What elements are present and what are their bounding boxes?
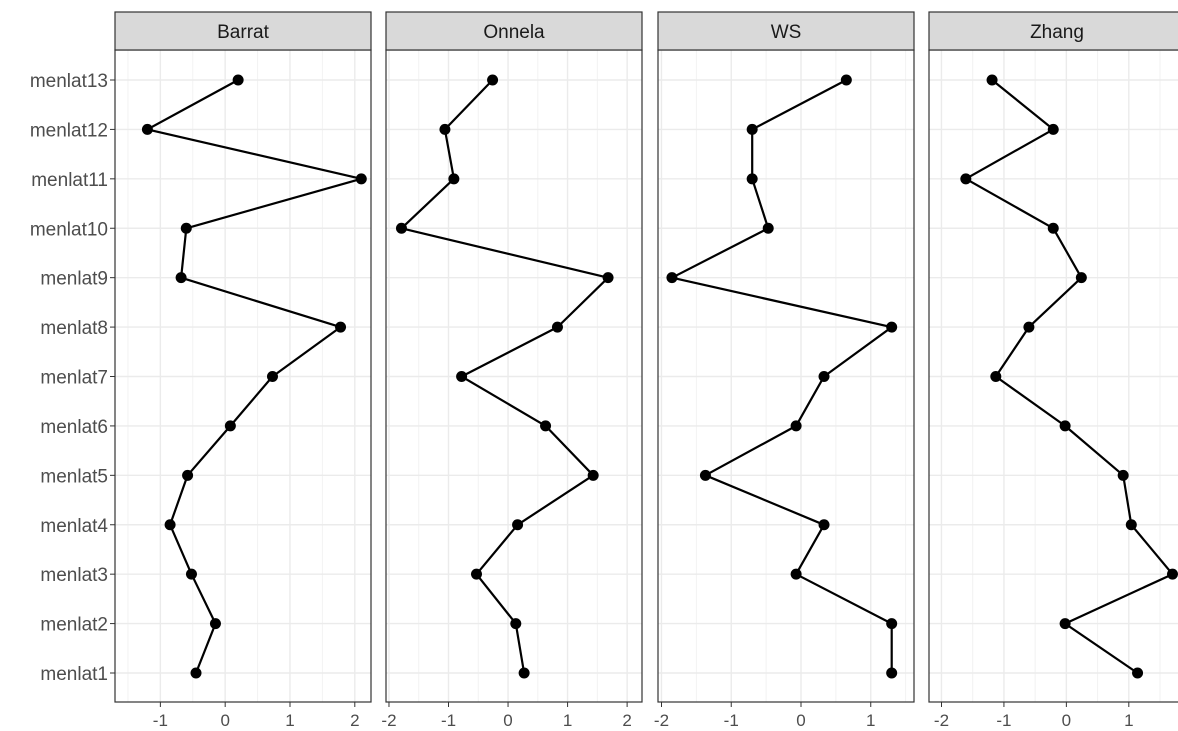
data-point [141, 123, 153, 135]
facet-panels: -1012Barrat-2-1012Onnela-2-101WS-2-1012Z… [114, 11, 1178, 730]
y-tick-label: menlat9 [40, 269, 108, 290]
data-point [818, 371, 830, 382]
y-tick-label: menlat12 [30, 120, 108, 141]
data-point [746, 173, 758, 185]
x-tick-label: 2 [350, 711, 359, 730]
data-point [886, 321, 898, 333]
data-point [986, 74, 998, 86]
data-point [1023, 321, 1035, 333]
facet-panel-barrat: -1 0 1 2 Barrat [114, 11, 372, 730]
data-point [540, 420, 552, 432]
data-point [1132, 667, 1144, 679]
x-tick-label: -2 [934, 711, 949, 730]
x-tick-label: -1 [441, 711, 456, 730]
data-point [175, 272, 187, 284]
data-point [1167, 568, 1178, 580]
x-tick-label: -1 [153, 711, 168, 730]
data-point [1047, 222, 1059, 234]
facet-strip-label: Zhang [1030, 22, 1084, 43]
facet-panel-onnela: -2 -1 0 1 2 Onnela [381, 11, 643, 730]
data-point [886, 667, 898, 679]
data-point [518, 667, 530, 679]
data-point [448, 173, 460, 185]
x-tick-label: 1 [1124, 711, 1133, 730]
x-tick-label: -1 [996, 711, 1011, 730]
x-tick-label: 0 [503, 711, 512, 730]
x-tick-label: -1 [724, 711, 739, 730]
y-tick-label: menlat1 [40, 664, 108, 685]
data-point [587, 469, 599, 481]
y-tick-label: menlat3 [40, 565, 108, 586]
data-point [180, 222, 192, 234]
x-tick-label: 0 [796, 711, 805, 730]
data-point [512, 519, 524, 531]
data-point [818, 519, 830, 531]
x-tick-label: 1 [563, 711, 572, 730]
x-tick-label: 0 [1062, 711, 1071, 730]
data-point [886, 618, 898, 630]
y-tick-label: menlat11 [31, 170, 108, 191]
data-point [224, 420, 236, 432]
y-tick-label: menlat10 [30, 219, 108, 240]
y-tick-label: menlat13 [30, 71, 108, 92]
x-tick-label: -2 [654, 711, 669, 730]
data-point [790, 568, 802, 580]
data-point [1125, 519, 1137, 531]
x-tick-label: 2 [622, 711, 631, 730]
y-axis: menlat1 menlat2 menlat3 menlat4 menlat5 menla… [30, 71, 115, 685]
data-point [602, 272, 614, 284]
data-point [510, 618, 522, 630]
data-point [551, 321, 563, 333]
x-tick-label: -2 [381, 711, 396, 730]
y-tick-label: menlat5 [40, 466, 108, 487]
data-point [185, 568, 197, 580]
data-point [456, 371, 468, 382]
data-point [470, 568, 482, 580]
data-point [487, 74, 499, 86]
facet-panel-zhang: -2-1012Zhang [928, 11, 1178, 730]
data-point [164, 519, 176, 531]
data-point [746, 123, 758, 135]
facet-strip-label: Onnela [483, 22, 545, 43]
data-point [182, 469, 194, 481]
data-point [232, 74, 244, 86]
facet-strip [385, 11, 643, 51]
x-tick-label: 0 [220, 711, 229, 730]
data-point [960, 173, 972, 185]
data-point [666, 272, 678, 284]
data-point [266, 371, 278, 382]
y-tick-label: menlat6 [40, 417, 108, 438]
facet-strip [928, 11, 1178, 51]
x-tick-label: 1 [866, 711, 875, 730]
y-tick-label: menlat4 [40, 516, 108, 537]
facet-strip-label: Barrat [217, 22, 269, 43]
data-point [840, 74, 852, 86]
y-tick-label: menlat7 [40, 368, 108, 389]
data-point [209, 618, 221, 630]
data-point [1059, 618, 1071, 630]
data-point [1117, 469, 1129, 481]
data-point [762, 222, 774, 234]
data-point [990, 371, 1002, 382]
data-point [1059, 420, 1071, 432]
data-point [1075, 272, 1087, 284]
facet-strip [657, 11, 915, 51]
data-point [335, 321, 347, 333]
data-point [699, 469, 711, 481]
data-point [355, 173, 367, 185]
data-point [1047, 123, 1059, 135]
data-point [395, 222, 407, 234]
facet-strip-label: WS [771, 22, 802, 43]
data-point [439, 123, 451, 135]
y-tick-label: menlat2 [40, 615, 108, 636]
data-point [790, 420, 802, 432]
y-tick-label: menlat8 [40, 318, 108, 339]
facet-strip [114, 11, 372, 51]
x-tick-label: 1 [285, 711, 294, 730]
data-point [190, 667, 202, 679]
facet-panel-ws: -2 -1 0 1 WS [654, 11, 915, 730]
